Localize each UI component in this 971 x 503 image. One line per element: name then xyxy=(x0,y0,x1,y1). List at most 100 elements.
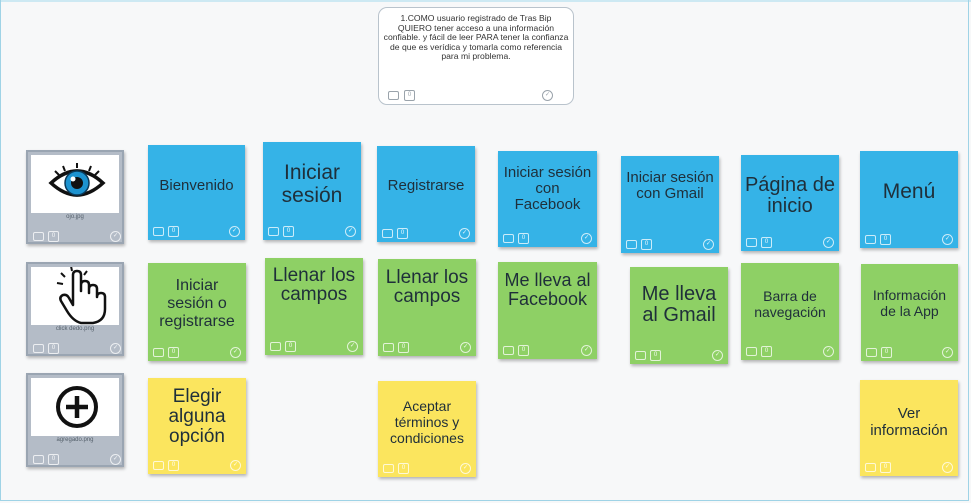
eye-icon xyxy=(48,163,106,197)
board-top-border xyxy=(0,0,971,2)
check-icon[interactable]: ✓ xyxy=(347,341,358,352)
sticky-note-registrarse[interactable]: Registrarse 0 ✓ xyxy=(377,146,475,242)
image-card-tap[interactable]: click dedo.png 0 ✓ xyxy=(26,262,124,356)
sticky-note-me-lleva-al-gmail[interactable]: Me lleva al Gmail 0 ✓ xyxy=(630,267,728,364)
note-label: Me lleva al Facebook xyxy=(504,270,591,309)
note-label: Bienvenido xyxy=(159,177,234,194)
check-icon[interactable]: ✓ xyxy=(345,226,356,237)
sticky-note-bienvenido[interactable]: Bienvenido 0 ✓ xyxy=(148,145,245,240)
comment-count: 0 xyxy=(168,460,179,471)
note-label: Página de inicio xyxy=(744,174,836,217)
check-icon[interactable]: ✓ xyxy=(942,462,953,473)
sticky-note-aceptar-terminos[interactable]: Aceptar términos y condiciones 0 ✓ xyxy=(378,381,476,477)
note-label: Registrarse xyxy=(387,177,465,194)
sticky-note-ver-informacion[interactable]: Ver información 0 ✓ xyxy=(860,380,958,476)
comment-count: 0 xyxy=(48,454,59,465)
sticky-note-barra-de-navegacion[interactable]: Barra de navegación 0 ✓ xyxy=(741,263,839,360)
note-label: Me lleva al Gmail xyxy=(641,283,717,326)
comment-icon[interactable] xyxy=(635,351,646,360)
comment-icon[interactable] xyxy=(268,227,279,236)
image-filename: agregado.png xyxy=(56,437,94,443)
comment-count: 0 xyxy=(48,231,59,242)
check-icon[interactable]: ✓ xyxy=(230,460,241,471)
comment-icon[interactable] xyxy=(866,348,877,357)
comment-icon[interactable] xyxy=(388,91,399,100)
check-icon[interactable]: ✓ xyxy=(823,237,834,248)
comment-count: 0 xyxy=(398,463,409,474)
note-label: Iniciar sesión con Facebook xyxy=(503,164,592,213)
check-icon[interactable]: ✓ xyxy=(110,231,121,242)
check-icon[interactable]: ✓ xyxy=(581,233,592,244)
sticky-note-pagina-de-inicio[interactable]: Página de inicio 0 ✓ xyxy=(741,155,839,251)
sticky-note-llenar-los-campos-2[interactable]: Llenar los campos 0 ✓ xyxy=(378,259,476,356)
comment-count: 0 xyxy=(761,237,772,248)
check-icon[interactable]: ✓ xyxy=(230,347,241,358)
image-area xyxy=(31,265,119,325)
comment-count: 0 xyxy=(168,226,179,237)
image-card-eye[interactable]: ojo.jpg 0 ✓ xyxy=(26,150,124,244)
check-icon[interactable]: ✓ xyxy=(459,228,470,239)
sticky-note-me-lleva-al-facebook[interactable]: Me lleva al Facebook 0 ✓ xyxy=(498,262,597,359)
note-label: Aceptar términos y condiciones xyxy=(390,398,464,446)
comment-count: 0 xyxy=(397,228,408,239)
sticky-note-iniciar-sesion-facebook[interactable]: Iniciar sesión con Facebook 0 ✓ xyxy=(498,151,597,247)
sticky-note-iniciar-sesion-o-registrarse[interactable]: Iniciar sesión o registrarse 0 ✓ xyxy=(148,263,246,361)
note-label: Iniciar sesión xyxy=(281,161,343,207)
sticky-note-informacion-de-la-app[interactable]: Información de la App 0 ✓ xyxy=(861,264,958,361)
comment-icon[interactable] xyxy=(153,348,164,357)
comment-icon[interactable] xyxy=(865,463,876,472)
comment-icon[interactable] xyxy=(383,464,394,473)
user-story-card[interactable]: 1.COMO usuario registrado de Tras Bip QU… xyxy=(378,7,574,105)
note-label: Iniciar sesión con Gmail xyxy=(626,169,714,202)
comment-icon[interactable] xyxy=(503,234,514,243)
image-area xyxy=(31,155,119,213)
sticky-note-iniciar-sesion[interactable]: Iniciar sesión 0 ✓ xyxy=(263,142,361,240)
comment-count: 0 xyxy=(168,347,179,358)
check-icon[interactable]: ✓ xyxy=(942,347,953,358)
comment-count: 0 xyxy=(518,345,529,356)
note-label: Información de la App xyxy=(872,287,947,319)
check-icon[interactable]: ✓ xyxy=(460,342,471,353)
comment-icon[interactable] xyxy=(746,238,757,247)
comment-icon[interactable] xyxy=(33,344,44,353)
image-area xyxy=(31,378,119,436)
check-icon[interactable]: ✓ xyxy=(703,239,714,250)
check-icon[interactable]: ✓ xyxy=(460,463,471,474)
note-label: Llenar los campos xyxy=(385,267,469,307)
comment-icon[interactable] xyxy=(153,227,164,236)
comment-icon[interactable] xyxy=(33,455,44,464)
comment-icon[interactable] xyxy=(33,232,44,241)
comment-icon[interactable] xyxy=(503,346,514,355)
check-icon[interactable]: ✓ xyxy=(942,234,953,245)
comment-icon[interactable] xyxy=(383,343,394,352)
comment-icon[interactable] xyxy=(746,347,757,356)
sticky-note-llenar-los-campos-1[interactable]: Llenar los campos 0 ✓ xyxy=(265,258,363,355)
comment-count: 0 xyxy=(283,226,294,237)
comment-count: 0 xyxy=(404,90,415,101)
note-label: Menú xyxy=(882,180,936,203)
check-icon[interactable]: ✓ xyxy=(229,226,240,237)
comment-icon[interactable] xyxy=(626,240,637,249)
comment-count: 0 xyxy=(518,233,529,244)
comment-icon[interactable] xyxy=(270,342,281,351)
note-label: Iniciar sesión o registrarse xyxy=(159,277,235,330)
sticky-note-menu[interactable]: Menú 0 ✓ xyxy=(860,151,958,248)
comment-icon[interactable] xyxy=(153,461,164,470)
comment-count: 0 xyxy=(641,239,652,250)
check-icon[interactable]: ✓ xyxy=(110,343,121,354)
comment-count: 0 xyxy=(398,342,409,353)
check-icon[interactable]: ✓ xyxy=(712,350,723,361)
note-label: Ver información xyxy=(870,405,948,439)
check-icon[interactable]: ✓ xyxy=(823,346,834,357)
check-icon[interactable]: ✓ xyxy=(542,90,553,101)
check-icon[interactable]: ✓ xyxy=(110,454,121,465)
check-icon[interactable]: ✓ xyxy=(581,345,592,356)
image-filename: click dedo.png xyxy=(55,326,95,332)
image-card-plus[interactable]: agregado.png 0 ✓ xyxy=(26,373,124,467)
sticky-note-elegir-alguna-opcion[interactable]: Elegir alguna opción 0 ✓ xyxy=(148,378,246,474)
sticky-note-iniciar-sesion-gmail[interactable]: Iniciar sesión con Gmail 0 ✓ xyxy=(621,156,719,253)
comment-icon[interactable] xyxy=(382,229,393,238)
comment-count: 0 xyxy=(285,341,296,352)
comment-icon[interactable] xyxy=(865,235,876,244)
